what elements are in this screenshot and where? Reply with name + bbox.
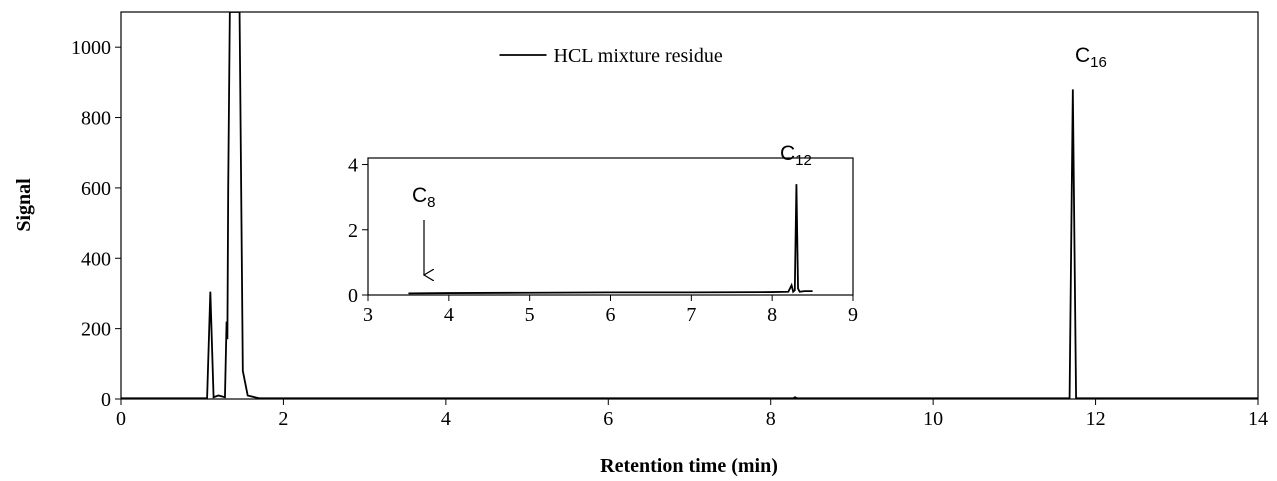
- annotation: C16: [1075, 44, 1107, 71]
- plot-area: [367, 157, 854, 296]
- x-tick-label: 9: [848, 304, 858, 326]
- legend-label: HCL mixture residue: [554, 45, 723, 67]
- y-tick-label: 0: [101, 389, 111, 411]
- y-tick-label: 400: [81, 248, 111, 270]
- annotation: C12: [780, 142, 812, 169]
- y-tick-label: 2: [348, 220, 358, 242]
- x-tick-label: 4: [444, 304, 454, 326]
- x-tick-label: 4: [441, 408, 451, 430]
- data-line: [121, 12, 1258, 399]
- y-tick-label: 4: [348, 155, 358, 177]
- annotation-text: C: [412, 184, 427, 207]
- y-tick-label: 200: [81, 319, 111, 341]
- annotation-text: C: [1075, 44, 1090, 67]
- x-tick-label: 7: [686, 304, 696, 326]
- annotation: C8: [412, 184, 436, 211]
- x-tick-label: 2: [278, 408, 288, 430]
- x-tick-label: 5: [525, 304, 535, 326]
- annotation-text: C: [780, 142, 795, 165]
- x-tick-label: 6: [606, 304, 616, 326]
- x-tick-label: 10: [923, 408, 943, 430]
- x-tick-label: 3: [363, 304, 373, 326]
- annotation-subscript: 12: [795, 152, 812, 169]
- annotation-subscript: 16: [1090, 54, 1107, 71]
- annotation-subscript: 8: [427, 194, 435, 211]
- x-tick-label: 14: [1248, 408, 1268, 430]
- y-axis-title: Signal: [13, 178, 35, 232]
- x-tick-label: 8: [767, 304, 777, 326]
- y-tick-label: 1000: [71, 37, 111, 59]
- x-tick-label: 0: [116, 408, 126, 430]
- y-tick-label: 600: [81, 178, 111, 200]
- y-tick-label: 0: [348, 285, 358, 307]
- x-tick-label: 8: [766, 408, 776, 430]
- x-tick-label: 6: [603, 408, 613, 430]
- data-line: [408, 184, 813, 295]
- y-tick-label: 800: [81, 108, 111, 130]
- x-axis-title: Retention time (min): [600, 455, 778, 477]
- x-tick-label: 12: [1086, 408, 1106, 430]
